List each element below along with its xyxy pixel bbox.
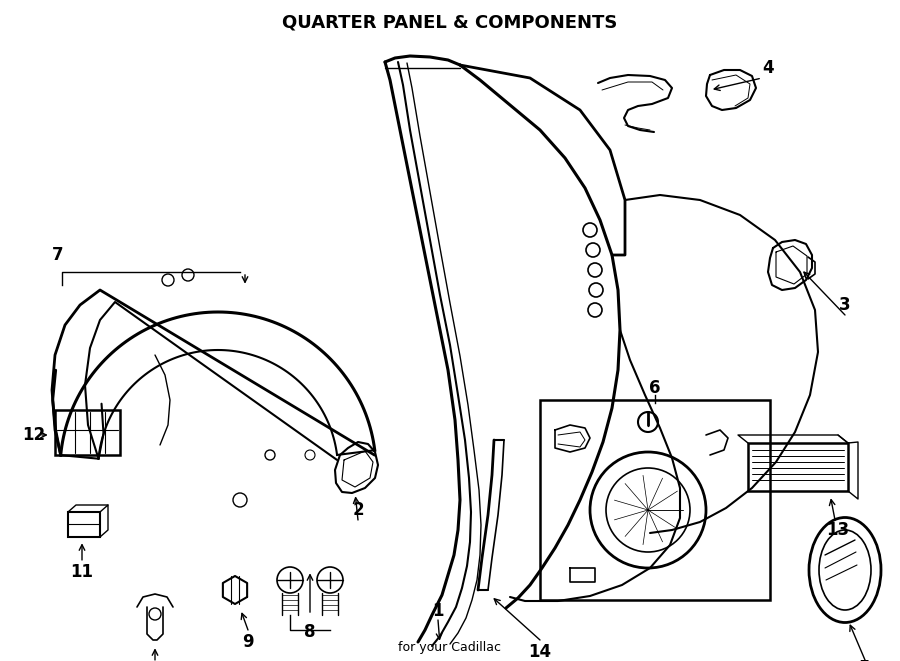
Text: 11: 11 <box>70 563 94 581</box>
Text: 1: 1 <box>432 602 444 620</box>
Bar <box>540 400 770 600</box>
Text: 2: 2 <box>352 501 364 519</box>
Bar <box>748 443 848 491</box>
Text: 12: 12 <box>22 426 46 444</box>
Bar <box>68 512 100 537</box>
Text: for your Cadillac: for your Cadillac <box>399 641 501 654</box>
Text: 14: 14 <box>528 643 552 661</box>
Text: 13: 13 <box>826 521 850 539</box>
Text: 8: 8 <box>304 623 316 641</box>
Text: QUARTER PANEL & COMPONENTS: QUARTER PANEL & COMPONENTS <box>283 13 617 31</box>
Text: 6: 6 <box>649 379 661 397</box>
Text: 5: 5 <box>860 659 871 661</box>
Text: 3: 3 <box>839 296 850 314</box>
Text: 9: 9 <box>242 633 254 651</box>
Text: 7: 7 <box>52 246 64 264</box>
Bar <box>55 410 120 455</box>
Text: 4: 4 <box>762 59 774 77</box>
